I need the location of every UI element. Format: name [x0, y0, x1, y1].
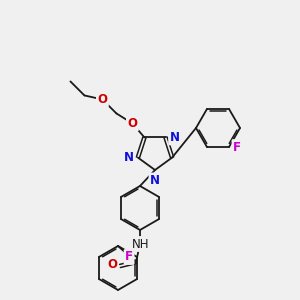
Text: O: O: [98, 93, 107, 106]
Text: N: N: [169, 131, 180, 144]
Text: F: F: [125, 250, 133, 263]
Text: N: N: [124, 151, 134, 164]
Text: O: O: [128, 117, 137, 130]
Text: NH: NH: [132, 238, 150, 250]
Text: F: F: [233, 141, 241, 154]
Text: O: O: [107, 259, 117, 272]
Text: N: N: [150, 174, 160, 187]
